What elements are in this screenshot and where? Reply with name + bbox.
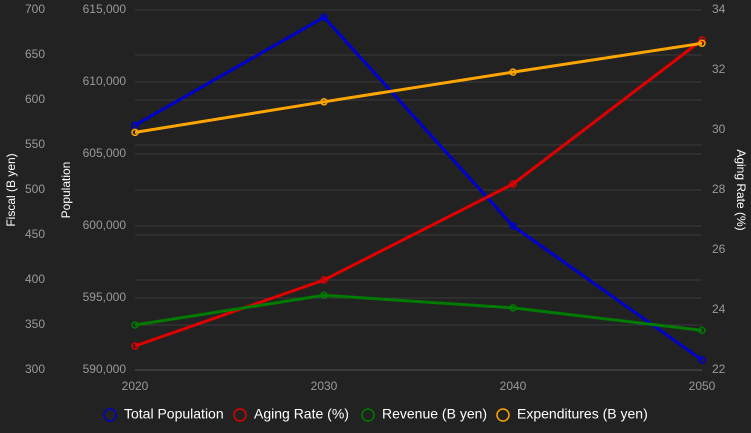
- legend-text[interactable]: Total Population: [124, 406, 224, 422]
- y-tick-label: 610,000: [83, 74, 127, 88]
- y3-tick-label: 650: [25, 47, 45, 61]
- y2-tick-label: 30: [712, 122, 726, 136]
- y2-tick-label: 26: [712, 242, 726, 256]
- y3-tick-label: 600: [25, 92, 45, 106]
- y-tick-label: 615,000: [83, 2, 127, 16]
- x-tick-label: 2040: [500, 379, 527, 393]
- point: [509, 222, 517, 230]
- point: [131, 321, 139, 329]
- series-line: [134, 293, 703, 332]
- y3-tick-label: 700: [25, 2, 45, 16]
- y2-axis-title: Aging Rate (%): [734, 149, 748, 230]
- series-line: [134, 41, 703, 134]
- y2-tick-label: 32: [712, 62, 726, 76]
- point: [320, 276, 328, 284]
- series-line: [134, 15, 703, 362]
- y2-tick-label: 28: [712, 182, 726, 196]
- point: [131, 121, 139, 129]
- point: [320, 291, 328, 300]
- y3-tick-label: 400: [25, 272, 45, 286]
- point: [320, 98, 328, 106]
- legend-marker[interactable]: [496, 408, 510, 422]
- y3-axis-title: Fiscal (B yen): [4, 153, 18, 226]
- y3-tick-label: 350: [25, 317, 45, 331]
- series-line: [134, 38, 703, 348]
- y3-tick-label: 300: [25, 362, 45, 376]
- y-tick-label: 595,000: [83, 290, 127, 304]
- point: [509, 180, 517, 188]
- point: [509, 68, 517, 76]
- legend-marker[interactable]: [103, 408, 117, 422]
- x-tick-label: 2030: [311, 379, 338, 393]
- y-tick-label: 590,000: [83, 362, 127, 376]
- x-tick-label: 2020: [122, 379, 149, 393]
- y-tick-label: 600,000: [83, 218, 127, 232]
- point: [320, 13, 328, 21]
- y2-tick-label: 34: [712, 2, 726, 16]
- y2-tick-label: 24: [712, 302, 726, 316]
- x-tick-label: 2050: [689, 379, 716, 393]
- y3-tick-label: 450: [25, 227, 45, 241]
- point: [698, 326, 706, 335]
- point: [131, 342, 139, 350]
- point: [698, 356, 706, 364]
- y3-tick-label: 500: [25, 182, 45, 196]
- legend-marker[interactable]: [361, 408, 375, 422]
- y-axis-title: Population: [59, 162, 73, 219]
- point: [698, 39, 706, 48]
- y3-tick-label: 550: [25, 137, 45, 151]
- legend-text[interactable]: Aging Rate (%): [254, 406, 349, 422]
- point: [131, 128, 139, 137]
- point: [698, 36, 706, 44]
- legend-text[interactable]: Expenditures (B yen): [517, 406, 648, 422]
- y-tick-label: 605,000: [83, 146, 127, 160]
- legend-text[interactable]: Revenue (B yen): [382, 406, 487, 422]
- point: [509, 304, 517, 312]
- legend-marker[interactable]: [233, 408, 247, 422]
- y2-tick-label: 22: [712, 362, 726, 376]
